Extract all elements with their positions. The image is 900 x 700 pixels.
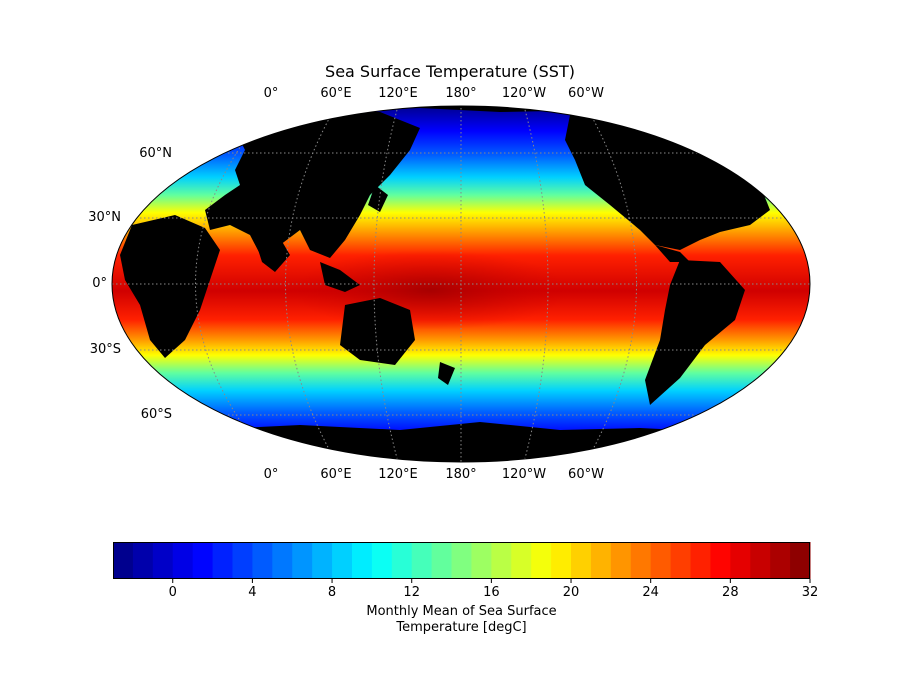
lon-label-top: 60°W	[568, 86, 604, 101]
colorbar-band	[571, 542, 592, 579]
land-indonesia	[320, 262, 360, 292]
colorbar-tick-label: 12	[403, 585, 420, 600]
colorbar-label: Monthly Mean of Sea Surface Temperature …	[0, 604, 900, 636]
colorbar-ticks	[172, 579, 811, 583]
lon-label-bottom: 120°E	[378, 467, 418, 482]
land-eurasia	[205, 110, 420, 258]
colorbar-band	[172, 542, 194, 579]
lat-label: 30°S	[89, 342, 121, 357]
colorbar-band	[232, 542, 253, 579]
colorbar-tick-label: 16	[483, 585, 500, 600]
colorbar-band	[730, 542, 751, 579]
colorbar-band	[391, 542, 413, 579]
colorbar-band	[531, 542, 552, 579]
land-japan	[368, 185, 388, 212]
lat-label: 30°N	[88, 210, 121, 225]
lon-label-bottom: 60°W	[568, 467, 604, 482]
colorbar-band	[272, 542, 293, 579]
lat-label: 60°N	[139, 146, 172, 161]
colorbar-band	[451, 542, 472, 579]
lon-label-top: 0°	[263, 86, 279, 101]
lon-label-top: 120°W	[501, 86, 547, 101]
colorbar-band	[411, 542, 433, 579]
lon-label-bottom: 0°	[263, 467, 279, 482]
lon-label-bottom: 120°W	[501, 467, 547, 482]
colorbar-band	[610, 542, 632, 579]
colorbar-tick-label: 0	[168, 585, 177, 600]
colorbar-band	[252, 542, 273, 579]
lon-label-bottom: 60°E	[320, 467, 352, 482]
lon-label-top: 60°E	[320, 86, 352, 101]
lat-label: 0°	[92, 276, 107, 291]
lon-label-bottom: 180°	[445, 467, 477, 482]
colorbar-tick-label: 32	[801, 585, 819, 600]
land-new-zealand	[438, 362, 455, 385]
colorbar-band	[351, 542, 373, 579]
colorbar-band	[590, 542, 612, 579]
colorbar-band	[332, 542, 353, 579]
colorbar-band	[630, 542, 652, 579]
colorbar-band	[312, 542, 333, 579]
colorbar-band	[371, 542, 393, 579]
colorbar-band	[750, 542, 771, 579]
colorbar-band	[650, 542, 672, 579]
colorbar-band	[212, 542, 233, 579]
land-africa	[120, 215, 220, 358]
colorbar-band	[511, 542, 532, 579]
colorbar-label-line1: Monthly Mean of Sea Surface	[366, 604, 557, 619]
land-central-america	[655, 245, 690, 262]
colorbar-band	[152, 542, 174, 579]
colorbar-band	[670, 542, 692, 579]
colorbar-band	[113, 542, 134, 579]
colorbar-label-line2: Temperature [degC]	[396, 620, 527, 635]
chart-title: Sea Surface Temperature (SST)	[325, 62, 575, 81]
land-australia	[340, 298, 415, 365]
colorbar-frame	[113, 542, 810, 579]
land-india	[255, 238, 290, 272]
land-south-america	[645, 260, 745, 405]
map-boundary	[111, 105, 811, 463]
colorbar-tick-label: 20	[562, 585, 580, 600]
colorbar-band	[192, 542, 214, 579]
colorbar-band	[431, 542, 453, 579]
colorbar-bands	[113, 542, 811, 579]
colorbar-band	[690, 542, 711, 579]
colorbar-tick-label: 24	[642, 585, 659, 600]
lon-label-top: 180°	[445, 86, 477, 101]
colorbar-band	[710, 542, 731, 579]
colorbar-band	[471, 542, 492, 579]
colorbar-band	[551, 542, 572, 579]
colorbar-band	[770, 542, 791, 579]
colorbar-tick-label: 28	[722, 585, 739, 600]
lat-label: 60°S	[140, 407, 172, 422]
colorbar-tick-label: 8	[327, 585, 337, 600]
lon-label-top: 120°E	[378, 86, 418, 101]
colorbar-band	[491, 542, 512, 579]
colorbar-band	[132, 542, 154, 579]
colorbar-band	[292, 542, 313, 579]
colorbar-band	[790, 542, 811, 579]
colorbar-tick-label: 4	[248, 585, 257, 600]
